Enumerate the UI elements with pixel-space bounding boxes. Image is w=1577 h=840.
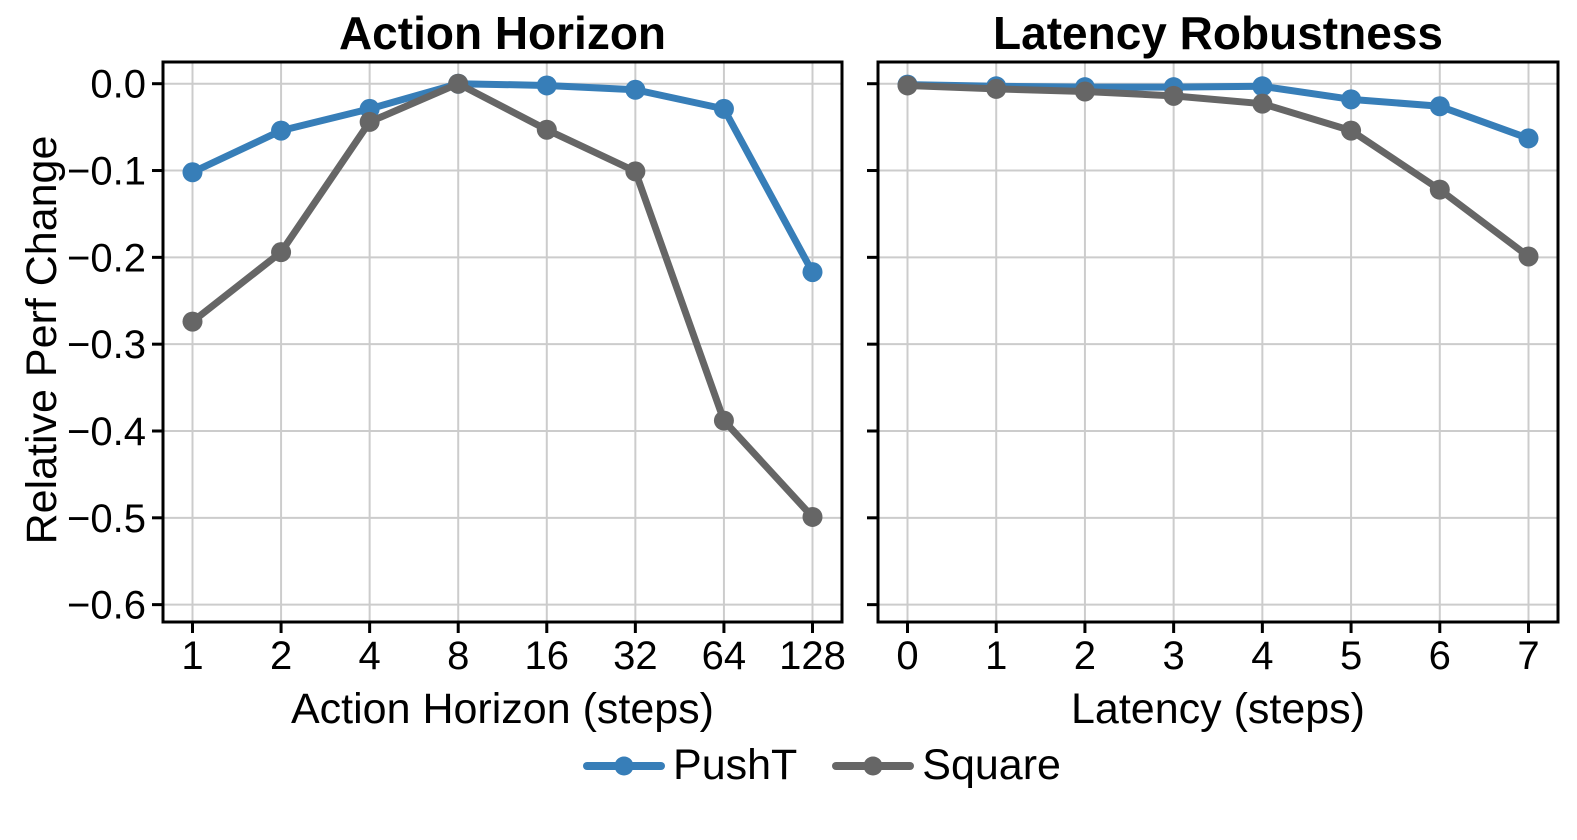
pusht-marker <box>271 120 292 141</box>
x-tick-label: 6 <box>1429 634 1451 678</box>
square-marker <box>359 111 380 132</box>
square-marker <box>1252 93 1273 114</box>
square-marker <box>713 410 734 431</box>
square-marker <box>536 119 557 140</box>
square-marker <box>1341 120 1362 141</box>
square-marker <box>625 161 646 182</box>
square-marker <box>1429 179 1450 200</box>
square-line <box>189 80 816 521</box>
pusht-marker <box>1341 89 1362 110</box>
square-marker <box>1518 246 1539 267</box>
tick-marks <box>152 82 814 633</box>
pusht-marker <box>802 262 823 283</box>
y-tick-label: −0.1 <box>67 150 146 194</box>
chart-title-latency-robustness: Latency Robustness <box>993 7 1443 59</box>
square-series <box>897 75 1539 267</box>
square-marker <box>986 78 1007 99</box>
gridlines <box>878 62 1558 622</box>
x-tick-labels: 1 2 4 8 16 32 64 128 <box>181 634 846 678</box>
square-marker <box>1163 85 1184 106</box>
y-tick-label: −0.4 <box>67 410 146 454</box>
pusht-line <box>189 80 816 276</box>
pusht-marker <box>182 162 203 183</box>
x-axis-label-latency: Latency (steps) <box>1071 685 1365 733</box>
x-tick-label: 0 <box>896 634 918 678</box>
axes-frame <box>876 60 1560 624</box>
tick-marks <box>867 82 1530 633</box>
legend-item-square: Square <box>832 741 1061 789</box>
y-tick-labels: 0.0 −0.1 −0.2 −0.3 −0.4 −0.5 −0.6 <box>67 63 146 628</box>
x-tick-label: 16 <box>525 634 570 678</box>
square-line-marker-icon <box>832 756 915 776</box>
legend-label-pusht: PushT <box>673 741 798 789</box>
y-axis-label: Relative Perf Change <box>18 135 66 545</box>
x-tick-label: 32 <box>613 634 658 678</box>
x-tick-label: 3 <box>1163 634 1185 678</box>
y-tick-label: −0.6 <box>67 584 146 628</box>
square-dot-icon <box>863 756 883 776</box>
pusht-marker <box>1429 96 1450 117</box>
pusht-marker <box>1518 128 1539 149</box>
y-tick-label: −0.5 <box>67 497 146 541</box>
square-marker <box>448 73 469 94</box>
x-tick-label: 2 <box>270 634 292 678</box>
x-tick-labels: 0 1 2 3 4 5 6 7 <box>896 634 1539 678</box>
square-marker <box>271 242 292 263</box>
x-axis-label-action-horizon: Action Horizon (steps) <box>291 685 714 733</box>
legend-item-pusht: PushT <box>583 741 798 789</box>
plot-action-horizon: 1 2 4 8 16 32 64 128 0.0 −0.1 −0.2 −0.3 −0.4 −0.5 −0.6 <box>67 60 846 678</box>
x-tick-label: 128 <box>779 634 846 678</box>
x-tick-label: 4 <box>359 634 381 678</box>
chart-title-action-horizon: Action Horizon <box>338 7 667 59</box>
x-tick-label: 1 <box>985 634 1007 678</box>
x-tick-label: 1 <box>181 634 203 678</box>
pusht-marker <box>1252 76 1273 97</box>
x-tick-label: 7 <box>1517 634 1539 678</box>
square-line <box>904 81 1532 260</box>
square-marker <box>802 506 823 527</box>
square-marker <box>897 75 918 96</box>
x-tick-label: 4 <box>1251 634 1273 678</box>
legend-label-square: Square <box>922 741 1061 789</box>
square-series <box>182 73 823 527</box>
y-tick-label: −0.2 <box>67 236 146 280</box>
y-tick-label: 0.0 <box>90 63 146 107</box>
pusht-line-marker-icon <box>583 756 666 776</box>
pusht-dot-icon <box>614 756 634 776</box>
pusht-marker <box>536 75 557 96</box>
y-tick-label: −0.3 <box>67 323 146 367</box>
pusht-marker <box>625 79 646 100</box>
legend: PushT Square <box>67 741 1577 789</box>
x-tick-label: 8 <box>447 634 469 678</box>
x-tick-label: 64 <box>702 634 747 678</box>
plot-latency-robustness: 0 1 2 3 4 5 6 7 <box>867 60 1560 678</box>
square-marker <box>182 311 203 332</box>
pusht-marker <box>713 98 734 119</box>
axes-frame <box>161 60 844 624</box>
x-tick-label: 5 <box>1340 634 1362 678</box>
square-marker <box>1074 81 1095 102</box>
x-tick-label: 2 <box>1074 634 1096 678</box>
